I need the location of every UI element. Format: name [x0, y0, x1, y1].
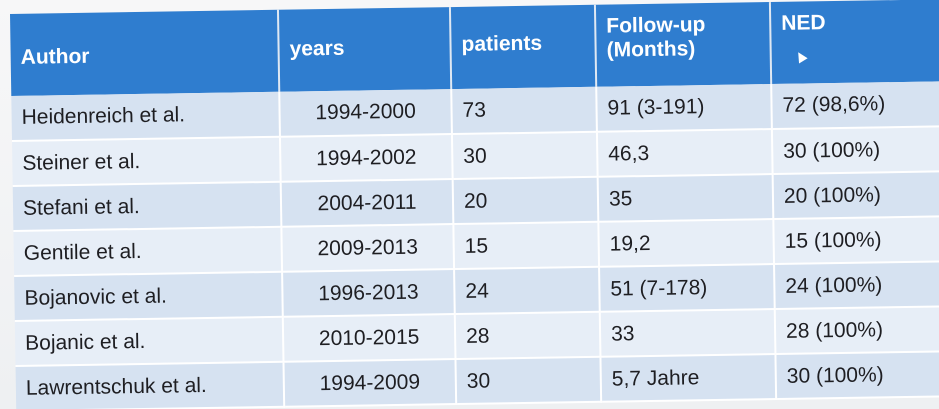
cell-years: 1994-2000 [279, 89, 452, 137]
header-follow-up-line1: Follow-up [606, 13, 706, 38]
cell-ned: 20 (100%) [772, 171, 939, 220]
cell-author: Heidenreich et al. [11, 91, 280, 141]
cell-author: Stefani et al. [12, 181, 282, 231]
cell-follow-up: 35 [597, 174, 774, 222]
cell-ned: 28 (100%) [774, 306, 939, 355]
header-ned-label: NED [781, 11, 826, 35]
cell-follow-up: 46,3 [596, 129, 773, 177]
cell-years: 1994-2002 [279, 134, 453, 182]
header-patients: patients [449, 4, 597, 90]
cell-patients: 30 [455, 356, 602, 405]
cell-follow-up: 91 (3-191) [596, 84, 772, 132]
header-follow-up-line2: (Months) [606, 37, 696, 62]
results-table: Author years patients Follow-up (Months)… [10, 0, 939, 409]
cell-author: Gentile et al. [13, 226, 283, 276]
cell-author: Steiner et al. [11, 136, 281, 186]
cell-years: 2010-2015 [282, 314, 456, 362]
cell-patients: 30 [451, 131, 598, 180]
table-body: Heidenreich et al. 1994-2000 73 91 (3-191) 7… [11, 81, 939, 409]
mouse-pointer-icon [793, 49, 808, 64]
cell-follow-up: 19,2 [598, 219, 775, 267]
cell-ned: 30 (100%) [775, 351, 939, 400]
cell-years: 2004-2011 [280, 179, 454, 227]
cell-author: Bojanic et al. [14, 316, 284, 366]
cell-ned: 72 (98,6%) [771, 81, 939, 130]
header-ned: NED [769, 0, 939, 85]
header-row: Author years patients Follow-up (Months)… [10, 0, 939, 96]
cell-follow-up: 33 [599, 309, 776, 357]
header-years: years [277, 7, 452, 92]
header-follow-up: Follow-up (Months) [594, 2, 772, 87]
cell-patients: 24 [454, 266, 600, 315]
table-header: Author years patients Follow-up (Months)… [10, 0, 939, 96]
cell-follow-up: 5,7 Jahre [600, 354, 777, 402]
cell-ned: 15 (100%) [773, 216, 939, 265]
cell-ned: 24 (100%) [774, 261, 939, 310]
header-author: Author [10, 9, 280, 96]
cell-patients: 15 [453, 221, 600, 270]
cell-ned: 30 (100%) [771, 126, 939, 175]
cell-patients: 28 [454, 311, 601, 360]
cell-follow-up: 51 (7-178) [599, 264, 775, 312]
cell-author: Bojanovic et al. [14, 271, 283, 321]
cell-author: Lawrentschuk et al. [15, 361, 285, 409]
cell-patients: 73 [451, 86, 597, 135]
cell-years: 2009-2013 [281, 224, 455, 272]
cell-patients: 20 [452, 176, 599, 225]
cell-years: 1996-2013 [282, 269, 455, 317]
cell-years: 1994-2009 [283, 359, 457, 407]
